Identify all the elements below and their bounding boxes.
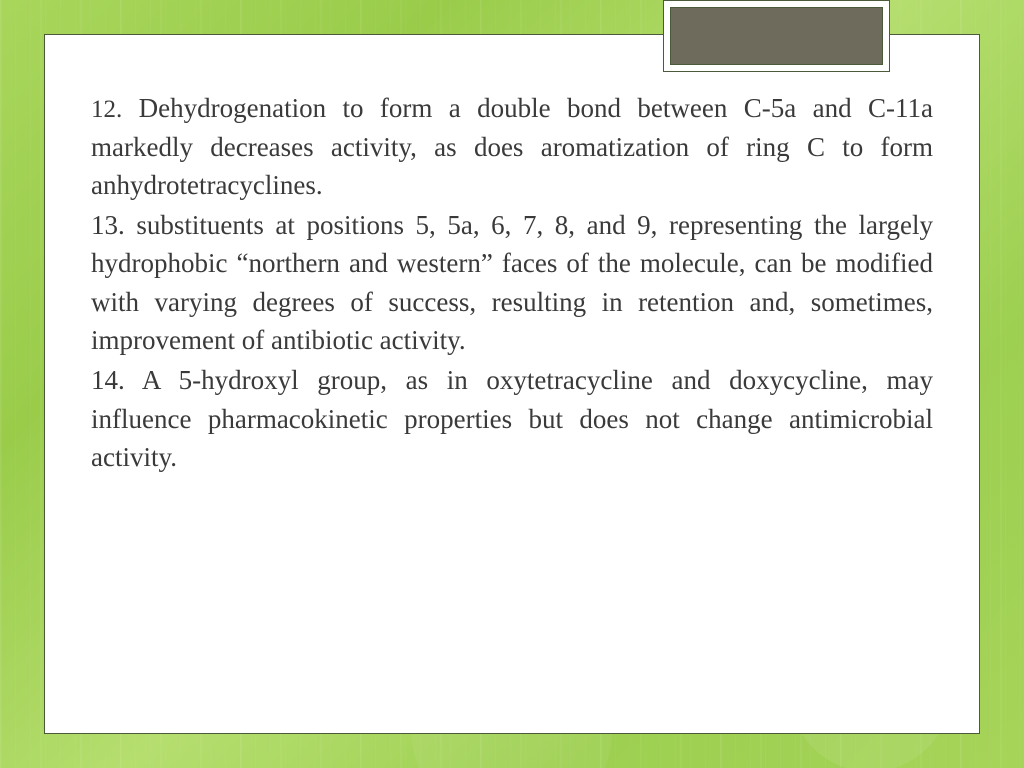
- paragraph-12: 12. Dehydrogenation to form a double bon…: [91, 89, 933, 204]
- item-text: Dehydrogenation to form a double bond be…: [91, 93, 933, 200]
- slide-body: 12. Dehydrogenation to form a double bon…: [91, 89, 933, 476]
- item-text: substituents at positions 5, 5a, 6, 7, 8…: [91, 210, 933, 355]
- paragraph-14: 14. A 5-hydroxyl group, as in oxytetracy…: [91, 361, 933, 476]
- decorative-tab: [664, 1, 889, 71]
- item-text: A 5-hydroxyl group, as in oxytetracyclin…: [91, 365, 933, 472]
- paragraph-13: 13. substituents at positions 5, 5a, 6, …: [91, 206, 933, 359]
- item-number: 14.: [91, 365, 125, 395]
- item-number: 12.: [91, 96, 122, 123]
- item-number: 13.: [91, 210, 125, 240]
- content-frame: 12. Dehydrogenation to form a double bon…: [44, 34, 980, 734]
